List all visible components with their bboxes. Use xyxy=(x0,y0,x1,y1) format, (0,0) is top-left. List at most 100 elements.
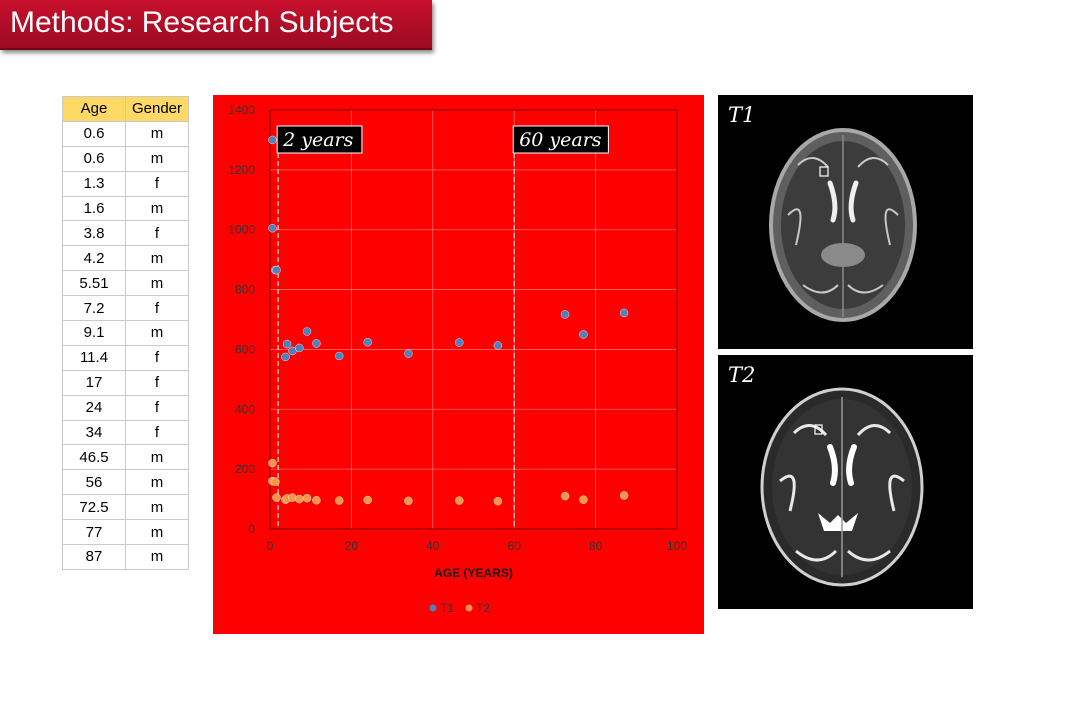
x-tick-label: 80 xyxy=(589,539,603,553)
data-point-t2 xyxy=(560,491,570,501)
annotation-box xyxy=(276,125,363,154)
age-cell: 5.51 xyxy=(62,270,126,297)
table-row: 17 f xyxy=(62,369,189,396)
slide-title: Methods: Research Subjects xyxy=(10,6,394,39)
gender-cell: f xyxy=(125,295,189,322)
data-point-t1 xyxy=(560,310,570,319)
data-point-t2 xyxy=(619,491,629,500)
data-point-t2 xyxy=(312,496,321,505)
age-cell: 87 xyxy=(62,544,126,570)
age-cell: 46.5 xyxy=(62,444,126,471)
data-point-t2 xyxy=(271,477,280,486)
gender-cell: f xyxy=(125,344,189,371)
gender-cell: m xyxy=(125,544,189,570)
gender-cell: m xyxy=(125,444,189,471)
table-row: 0.6 m xyxy=(62,145,189,172)
gender-cell: m xyxy=(125,120,189,147)
gender-cell: m xyxy=(125,519,189,546)
table-row: 87 m xyxy=(62,544,189,570)
data-point-t2 xyxy=(579,495,588,504)
age-cell: 1.3 xyxy=(62,170,126,197)
data-point-t1 xyxy=(268,135,277,145)
data-point-t2 xyxy=(288,493,297,502)
table-row: 5.51 m xyxy=(62,270,189,297)
mri-label-t1: T1 xyxy=(728,103,756,127)
x-tick-label: 20 xyxy=(345,539,359,553)
annotation-label: 60 years xyxy=(519,129,602,151)
data-point-t2 xyxy=(455,496,464,505)
mri-label-t2: T2 xyxy=(728,363,756,387)
brain-scan-t1 xyxy=(769,128,917,322)
gender-cell: f xyxy=(125,419,189,446)
x-axis-title: AGE (YEARS) xyxy=(434,566,513,580)
brain-scan-t2 xyxy=(760,387,924,587)
legend-label-t1: T1 xyxy=(440,601,454,615)
table-row: 72.5 m xyxy=(62,494,189,521)
data-point-t1 xyxy=(619,308,629,318)
data-point-t2 xyxy=(295,494,304,504)
table-row: 56 m xyxy=(62,469,189,496)
data-point-t2 xyxy=(404,496,413,506)
x-tick-label: 100 xyxy=(667,539,687,553)
gender-cell: f xyxy=(125,220,189,247)
gender-cell: f xyxy=(125,369,189,396)
table-row: 77 m xyxy=(62,519,189,546)
table-row: 3.8 f xyxy=(62,220,189,247)
gender-cell: m xyxy=(125,145,189,172)
age-cell: 72.5 xyxy=(62,494,126,521)
data-point-t1 xyxy=(312,339,321,348)
data-point-t2 xyxy=(268,458,277,468)
data-point-t1 xyxy=(268,224,277,233)
age-cell: 1.6 xyxy=(62,195,126,222)
y-tick-label: 600 xyxy=(235,342,255,356)
table-row: 7.2 f xyxy=(62,295,189,322)
y-tick-label: 1400 xyxy=(228,103,255,117)
age-cell: 34 xyxy=(62,419,126,446)
table-row: 46.5 m xyxy=(62,444,189,471)
x-tick-label: 40 xyxy=(426,539,440,553)
title-banner: Methods: Research Subjects xyxy=(0,0,432,50)
gender-cell: m xyxy=(125,320,189,346)
age-cell: 4.2 xyxy=(62,245,126,272)
column-header-gender: Gender xyxy=(125,96,189,122)
gender-cell: m xyxy=(125,270,189,297)
data-point-t1 xyxy=(363,338,372,347)
x-tick-label: 60 xyxy=(508,539,522,553)
mri-image-t1: T1 xyxy=(718,95,973,349)
column-header-age: Age xyxy=(62,96,126,122)
data-point-t1 xyxy=(455,338,464,347)
scatter-chart: 0 20 40 60 80 100 0 200 400 600 800 1000 1200 1400 AGE… xyxy=(213,95,704,634)
age-cell: 0.6 xyxy=(62,120,126,147)
data-point-t1 xyxy=(334,351,344,361)
data-point-t2 xyxy=(363,495,372,505)
data-point-t1 xyxy=(282,339,292,349)
table-row: 0.6 m xyxy=(62,120,189,147)
legend-label-t2: T2 xyxy=(476,601,490,615)
age-cell: 56 xyxy=(62,469,126,496)
gender-cell: m xyxy=(125,245,189,272)
table-row: 4.2 m xyxy=(62,245,189,272)
gender-cell: f xyxy=(125,170,189,197)
data-point-t2 xyxy=(334,496,344,505)
annotation-label: 2 years xyxy=(282,129,354,151)
data-point-t2 xyxy=(493,496,503,506)
age-cell: 9.1 xyxy=(62,320,126,346)
data-point-t1 xyxy=(272,265,281,275)
table-row: 1.6 m xyxy=(62,195,189,222)
x-tick-label: 0 xyxy=(267,539,274,553)
y-tick-label: 800 xyxy=(235,283,255,297)
gender-cell: f xyxy=(125,394,189,421)
data-point-t1 xyxy=(493,341,503,350)
age-cell: 17 xyxy=(62,369,126,396)
table-row: 11.4 f xyxy=(62,344,189,371)
table-row: 24 f xyxy=(62,394,189,421)
y-tick-label: 200 xyxy=(235,462,255,476)
legend-marker-t2 xyxy=(465,604,473,612)
table-row: 1.3 f xyxy=(62,170,189,197)
y-tick-label: 1200 xyxy=(228,163,255,177)
legend-marker-t1 xyxy=(429,604,437,612)
age-cell: 3.8 xyxy=(62,220,126,247)
annotation-box xyxy=(512,125,609,154)
chart-svg: 0 20 40 60 80 1000200400600800100012001400AGE… xyxy=(228,103,687,615)
table-header-row: Age Gender xyxy=(62,96,189,122)
